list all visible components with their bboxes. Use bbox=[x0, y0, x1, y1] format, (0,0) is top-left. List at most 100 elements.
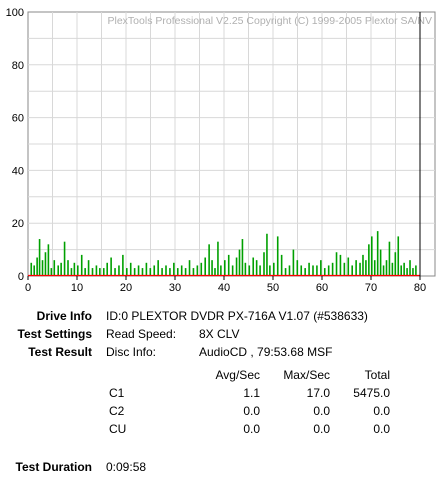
c1-bar bbox=[200, 262, 203, 276]
x-tick-label: 60 bbox=[316, 282, 328, 294]
c1-bar bbox=[133, 268, 136, 276]
c1-bar bbox=[385, 260, 388, 276]
test-result-label: Test Result bbox=[28, 345, 92, 359]
test-duration-value: 0:09:58 bbox=[106, 460, 147, 474]
c1-bar bbox=[102, 268, 105, 276]
drive-info-label: Drive Info bbox=[36, 309, 92, 323]
c1-bar bbox=[106, 262, 108, 276]
c1-bar bbox=[252, 257, 255, 276]
c1-bar bbox=[184, 268, 187, 276]
c1-bar bbox=[176, 268, 179, 276]
c1-bar bbox=[304, 268, 306, 276]
c1-bar bbox=[284, 268, 287, 276]
c2-avg: 0.0 bbox=[243, 404, 260, 418]
c1-bar bbox=[129, 262, 132, 276]
x-tick-label: 20 bbox=[120, 282, 132, 294]
c1-bar bbox=[235, 257, 238, 276]
c1-bar bbox=[110, 257, 112, 276]
c1-max: 17.0 bbox=[306, 386, 330, 400]
avg-sec-header: Avg/Sec bbox=[215, 368, 260, 382]
c1-bar bbox=[406, 268, 408, 276]
grid-lines bbox=[28, 12, 435, 276]
y-tick-label: 20 bbox=[12, 218, 24, 230]
c1-bar bbox=[339, 254, 342, 276]
c1-bar bbox=[248, 265, 251, 276]
c2-total: 0.0 bbox=[373, 404, 390, 418]
x-tick-label: 10 bbox=[71, 282, 83, 294]
c1-bar bbox=[300, 265, 303, 276]
c1-bar bbox=[415, 265, 417, 276]
c1-bar bbox=[343, 262, 346, 276]
cu-max: 0.0 bbox=[313, 422, 330, 436]
c1-bar bbox=[173, 262, 175, 276]
c1-bar bbox=[169, 268, 171, 276]
c1-bar bbox=[391, 262, 394, 276]
c1-bar bbox=[376, 231, 379, 276]
c1-bar bbox=[77, 265, 79, 276]
c1-bar bbox=[276, 236, 279, 276]
y-tick-label: 0 bbox=[18, 271, 24, 283]
c1-bar bbox=[224, 260, 226, 276]
c1-bar bbox=[371, 236, 373, 276]
c1-bar bbox=[217, 241, 219, 276]
read-speed-key: Read Speed: bbox=[106, 327, 177, 341]
c2-row-name: C2 bbox=[109, 404, 125, 418]
c1-bar bbox=[403, 262, 405, 276]
c1-bar bbox=[397, 236, 400, 276]
c1-bar bbox=[70, 268, 73, 276]
c1-bar bbox=[204, 257, 206, 276]
x-tick-label: 70 bbox=[365, 282, 377, 294]
c1-bar bbox=[382, 265, 385, 276]
c1-bar bbox=[36, 257, 38, 276]
c1-bar bbox=[362, 254, 364, 276]
c1-bar bbox=[41, 260, 44, 276]
c1-bar bbox=[99, 268, 101, 276]
y-tick-label: 60 bbox=[12, 113, 24, 125]
c1-bar bbox=[157, 260, 159, 276]
c1-bar bbox=[57, 265, 59, 276]
c1-bar bbox=[63, 241, 66, 276]
c1-bar bbox=[141, 268, 144, 276]
c1-bar bbox=[327, 265, 330, 276]
c1-bar bbox=[73, 262, 76, 276]
c1-bar bbox=[192, 268, 195, 276]
y-tick-labels: 0 20 40 60 80 100 bbox=[6, 7, 24, 283]
c1-bar bbox=[122, 254, 124, 276]
c1-bar bbox=[30, 262, 33, 276]
c1-bar bbox=[44, 252, 47, 276]
c1-bar bbox=[379, 249, 382, 276]
c1-bar bbox=[60, 262, 62, 276]
c1-bar bbox=[38, 239, 41, 276]
c1-bar bbox=[84, 268, 86, 276]
c1-bar bbox=[241, 239, 244, 276]
disc-info-key: Disc Info: bbox=[106, 345, 157, 359]
c1-bar bbox=[409, 260, 411, 276]
c1-bars bbox=[30, 231, 417, 276]
c1-avg: 1.1 bbox=[243, 386, 260, 400]
c1-bar bbox=[244, 262, 247, 276]
c1-bar bbox=[320, 260, 322, 276]
c1-bar bbox=[67, 260, 69, 276]
c1-bar bbox=[373, 260, 376, 276]
c1-bar bbox=[91, 268, 94, 276]
y-tick-label: 100 bbox=[6, 7, 24, 19]
c1-bar bbox=[412, 268, 414, 276]
c2-max: 0.0 bbox=[313, 404, 330, 418]
c1-bar bbox=[50, 268, 53, 276]
c1-bar bbox=[296, 260, 299, 276]
c1-bar bbox=[153, 265, 156, 276]
c1-bar bbox=[388, 241, 391, 276]
c1-bar bbox=[47, 244, 50, 276]
c1-bar bbox=[323, 268, 326, 276]
c1-bar bbox=[145, 262, 148, 276]
c1-bar bbox=[347, 257, 350, 276]
c1-bar bbox=[316, 265, 318, 276]
c1-bar bbox=[211, 260, 213, 276]
c1-bar bbox=[53, 260, 56, 276]
c1-bar bbox=[87, 260, 90, 276]
c1-bar bbox=[400, 265, 402, 276]
c1-bar bbox=[80, 254, 83, 276]
x-tick-label: 50 bbox=[267, 282, 279, 294]
c1-bar bbox=[227, 254, 230, 276]
c1-bar bbox=[196, 265, 199, 276]
